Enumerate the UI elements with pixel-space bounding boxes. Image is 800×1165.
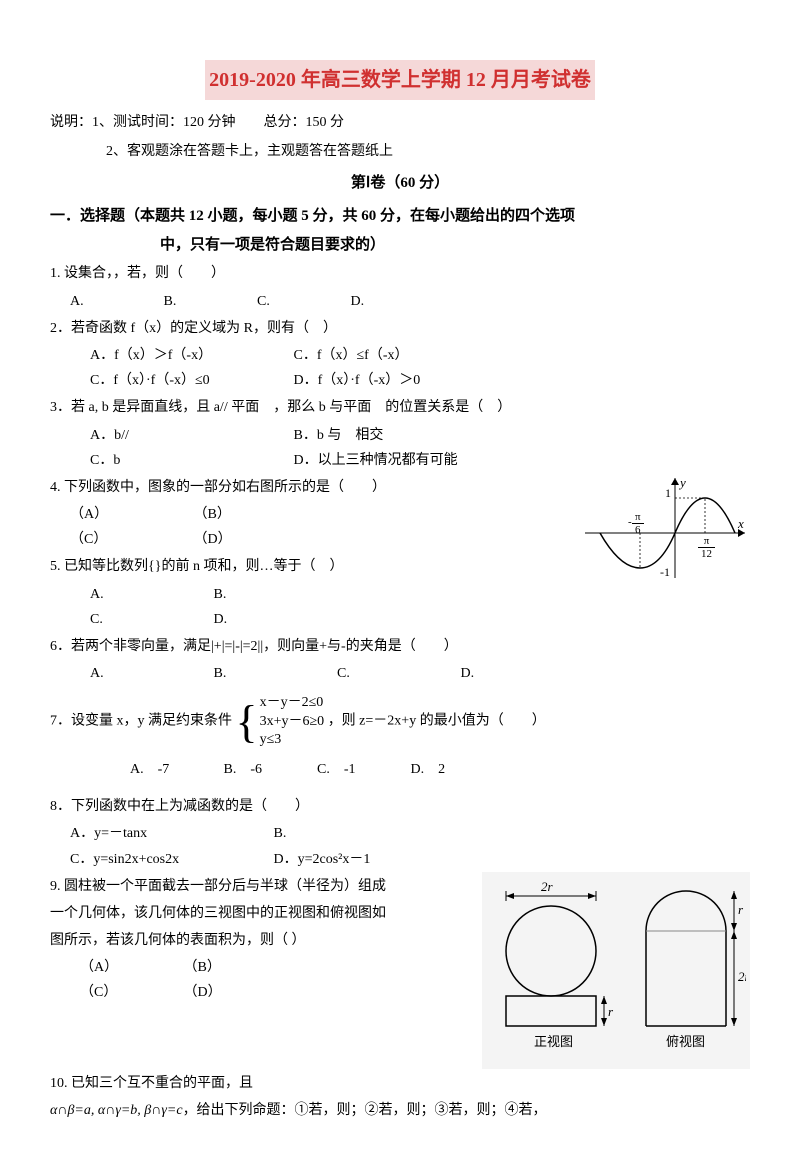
- q3-opt-c: C．b: [90, 448, 290, 473]
- q2-opt-d: D．f（x）·f（-x）＞0: [294, 368, 421, 393]
- q7-constraints: { x－y－2≤0 3x+y－6≥0 y≤3: [236, 694, 325, 749]
- q5-opts-row2: C. D.: [70, 607, 750, 632]
- q2-stem: 2．若奇函数 f（x）的定义域为 R，则有（ ）: [50, 316, 750, 341]
- q2-opt-a: A．f（x）＞f（-x）: [90, 343, 290, 368]
- q5-opt-a: A.: [90, 582, 210, 607]
- svg-text:-1: -1: [660, 565, 670, 579]
- q4-opt-b: （B）: [194, 502, 231, 527]
- q7-opts: A. -7 B. -6 C. -1 D. 2: [130, 757, 750, 782]
- axis-x-label: x: [737, 516, 744, 531]
- q7-l3: y≤3: [260, 732, 282, 747]
- q6-opts: A. B. C. D.: [70, 661, 750, 686]
- q5-opt-c: C.: [90, 607, 210, 632]
- q4-opt-a: （A）: [70, 502, 190, 527]
- q7-opt-b: B. -6: [224, 757, 314, 782]
- q8-opts-row2: C．y=sin2x+cos2x D．y=2cos²x－1: [70, 847, 750, 872]
- q8-opts-row1: A．y=－tanx B.: [70, 821, 750, 846]
- q3-opt-b: B．b 与 相交: [294, 423, 384, 448]
- q4-opt-c: （C）: [70, 527, 190, 552]
- q5-opt-d: D.: [214, 607, 228, 632]
- q8-opt-b: B.: [274, 821, 287, 846]
- q7-post: ，则 z=－2x+y 的最小值为（ ）: [328, 714, 546, 729]
- q7-opt-c: C. -1: [317, 757, 407, 782]
- q3-opts-row2: C．b D．以上三种情况都有可能: [70, 448, 750, 473]
- q4-opt-d: （D）: [194, 527, 232, 552]
- svg-text:1: 1: [665, 486, 671, 500]
- svg-text:2r: 2r: [738, 969, 746, 984]
- q9-opt-a: （A）: [80, 955, 180, 980]
- desc-line-1: 说明：1、测试时间：120 分钟 总分：150 分: [50, 110, 750, 135]
- q6-opt-b: B.: [214, 661, 334, 686]
- q8-opt-a: A．y=－tanx: [70, 821, 270, 846]
- svg-text:r: r: [738, 902, 744, 917]
- q7: 7．设变量 x，y 满足约束条件 { x－y－2≤0 3x+y－6≥0 y≤3 …: [50, 694, 750, 749]
- q6-opt-c: C.: [337, 661, 457, 686]
- part1-head: 第Ⅰ卷（60 分）: [50, 170, 750, 197]
- q3-stem: 3．若 a, b 是异面直线，且 a// 平面 ，那么 b 与平面 的位置关系是…: [50, 395, 750, 420]
- q7-opt-a: A. -7: [130, 757, 220, 782]
- section1-head: 一．选择题（本题共 12 小题，每小题 5 分，共 60 分，在每小题给出的四个…: [50, 203, 750, 230]
- q9-opt-c: （C）: [80, 980, 180, 1005]
- q10-math: α∩β=a, α∩γ=b, β∩γ=c: [50, 1103, 183, 1118]
- q10-l1: 10. 已知三个互不重合的平面，且: [50, 1071, 750, 1096]
- q4-figure: x y 1 -1 - π6 π12: [580, 473, 750, 592]
- q1-opts: A. B. C. D.: [70, 289, 750, 314]
- q2-opts-row1: A．f（x）＞f（-x） C．f（x）≤f（-x）: [70, 343, 750, 368]
- q8-opt-c: C．y=sin2x+cos2x: [70, 847, 270, 872]
- svg-text:正视图: 正视图: [534, 1034, 573, 1049]
- q9-opt-b: （B）: [184, 955, 284, 980]
- q9-figure: 2r r 正视图 r 2r 俯视图: [482, 872, 750, 1069]
- q3-opt-d: D．以上三种情况都有可能: [294, 448, 458, 473]
- q6-opt-d: D.: [461, 661, 475, 686]
- svg-text:2r: 2r: [541, 879, 554, 894]
- q2-opt-c2: C．f（x）·f（-x）≤0: [90, 368, 290, 393]
- page-title: 2019-2020 年高三数学上学期 12 月月考试卷: [205, 60, 595, 100]
- q3-opts-row1: A．b// B．b 与 相交: [70, 423, 750, 448]
- q6-opt-a: A.: [90, 661, 210, 686]
- q3-opt-a: A．b//: [90, 423, 290, 448]
- q1-opt-d: D.: [351, 289, 365, 314]
- q1-stem: 1. 设集合，，若，则（ ）: [50, 261, 750, 286]
- q10-l2: α∩β=a, α∩γ=b, β∩γ=c，给出下列命题：①若，则；②若，则；③若，…: [50, 1098, 750, 1123]
- desc-line-2: 2、客观题涂在答题卡上，主观题答在答题纸上: [106, 139, 750, 164]
- q8-stem: 8．下列函数中在上为减函数的是（ ）: [50, 794, 750, 819]
- svg-text:俯视图: 俯视图: [666, 1034, 705, 1049]
- q1-opt-b: B.: [164, 289, 254, 314]
- section1-head-b: 中，只有一项是符合题目要求的）: [160, 232, 750, 259]
- q1-opt-c: C.: [257, 289, 347, 314]
- svg-text:r: r: [608, 1004, 614, 1019]
- q7-l1: x－y－2≤0: [260, 695, 324, 710]
- q7-opt-d: D. 2: [411, 757, 446, 782]
- q2-opts-row2: C．f（x）·f（-x）≤0 D．f（x）·f（-x）＞0: [70, 368, 750, 393]
- q5-opt-b: B.: [214, 582, 227, 607]
- q7-l2: 3x+y－6≥0: [260, 714, 325, 729]
- q7-pre: 7．设变量 x，y 满足约束条件: [50, 714, 232, 729]
- axis-y-label: y: [678, 475, 686, 490]
- q8-opt-d: D．y=2cos²x－1: [274, 847, 371, 872]
- q9-opt-d: （D）: [184, 980, 284, 1005]
- q1-opt-a: A.: [70, 289, 160, 314]
- title-wrap: 2019-2020 年高三数学上学期 12 月月考试卷: [50, 60, 750, 100]
- q6-stem: 6．若两个非零向量，满足|+|=|‐|=2||，则向量+与‐的夹角是（ ）: [50, 634, 750, 659]
- q10-rest: ，给出下列命题：①若，则；②若，则；③若，则；④若，: [183, 1103, 547, 1118]
- q2-opt-c1: C．f（x）≤f（-x）: [294, 343, 409, 368]
